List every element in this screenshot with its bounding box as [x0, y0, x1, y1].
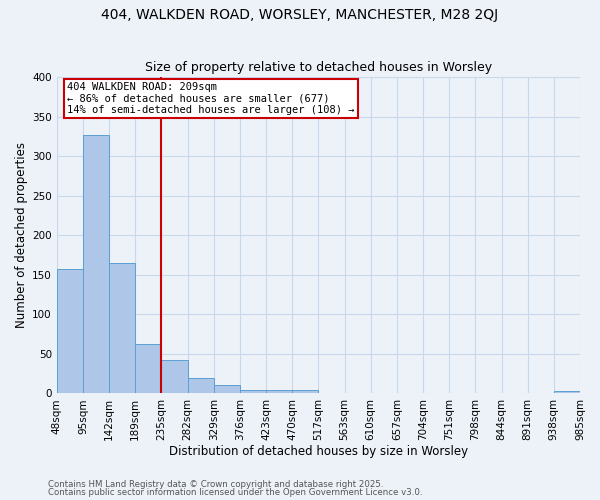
Text: Contains HM Land Registry data © Crown copyright and database right 2025.: Contains HM Land Registry data © Crown c… — [48, 480, 383, 489]
Bar — [135, 344, 161, 394]
Bar — [83, 135, 109, 394]
Title: Size of property relative to detached houses in Worsley: Size of property relative to detached ho… — [145, 62, 492, 74]
Bar — [240, 390, 266, 394]
Bar — [161, 360, 188, 394]
Bar — [188, 378, 214, 394]
Bar — [266, 390, 292, 394]
Bar — [214, 386, 240, 394]
Bar — [57, 269, 83, 394]
Text: Contains public sector information licensed under the Open Government Licence v3: Contains public sector information licen… — [48, 488, 422, 497]
Bar — [109, 263, 135, 394]
Bar — [554, 391, 580, 394]
Y-axis label: Number of detached properties: Number of detached properties — [15, 142, 28, 328]
Text: 404 WALKDEN ROAD: 209sqm
← 86% of detached houses are smaller (677)
14% of semi-: 404 WALKDEN ROAD: 209sqm ← 86% of detach… — [67, 82, 355, 115]
Text: 404, WALKDEN ROAD, WORSLEY, MANCHESTER, M28 2QJ: 404, WALKDEN ROAD, WORSLEY, MANCHESTER, … — [101, 8, 499, 22]
X-axis label: Distribution of detached houses by size in Worsley: Distribution of detached houses by size … — [169, 444, 468, 458]
Bar — [292, 390, 319, 394]
